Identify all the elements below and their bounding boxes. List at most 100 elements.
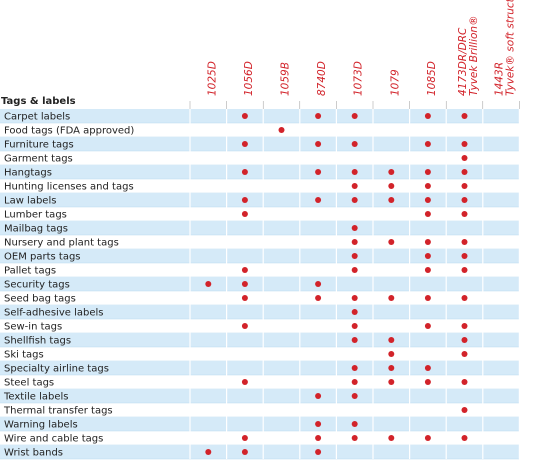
row-label: Ski tags <box>4 350 44 361</box>
dot <box>461 435 468 441</box>
row-label: Steel tags <box>4 378 54 389</box>
dot <box>241 141 248 147</box>
dot <box>315 113 322 119</box>
row-label: Shellfish tags <box>4 336 71 347</box>
dot <box>388 295 395 301</box>
dot <box>388 169 395 175</box>
dot <box>461 155 468 161</box>
dot <box>351 323 358 329</box>
dot <box>424 253 431 259</box>
dot <box>241 435 248 441</box>
row-band <box>0 249 519 263</box>
column-header: Tyvek® soft structure <box>505 0 517 96</box>
dot <box>388 183 395 189</box>
dot <box>315 197 322 203</box>
dot <box>461 379 468 385</box>
dot <box>351 239 358 245</box>
dot <box>315 169 322 175</box>
row-label: Specialty airline tags <box>4 364 109 375</box>
dot <box>424 295 431 301</box>
column-header: 1079 <box>389 69 401 96</box>
dot <box>461 197 468 203</box>
row-label: Textile labels <box>3 392 69 403</box>
dot <box>241 281 248 287</box>
dot <box>351 253 358 259</box>
dot <box>241 197 248 203</box>
row-label: Self-adhesive labels <box>4 308 103 319</box>
row-label: Wire and cable tags <box>4 434 103 445</box>
row-label: Law labels <box>4 196 56 207</box>
column-header: 1443R <box>494 62 506 96</box>
dot <box>351 379 358 385</box>
dot <box>388 379 395 385</box>
row-label: Hunting licenses and tags <box>4 182 134 193</box>
dot <box>315 393 322 399</box>
row-label: Carpet labels <box>4 112 70 123</box>
row-band <box>0 137 519 151</box>
dot <box>461 239 468 245</box>
row-band <box>0 165 519 179</box>
dot <box>351 183 358 189</box>
dot <box>461 141 468 147</box>
dot <box>424 211 431 217</box>
dot <box>351 267 358 273</box>
row-band <box>0 221 519 235</box>
row-band <box>0 109 519 123</box>
dot <box>351 295 358 301</box>
row-label: Warning labels <box>4 420 78 431</box>
row-band <box>0 389 519 403</box>
row-label: Pallet tags <box>4 266 56 277</box>
dot <box>388 197 395 203</box>
dot <box>461 253 468 259</box>
dot <box>461 183 468 189</box>
dot <box>241 379 248 385</box>
dot <box>351 365 358 371</box>
row-label: Hangtags <box>4 168 52 179</box>
row-label: Thermal transfer tags <box>3 406 113 417</box>
row-label: OEM parts tags <box>4 252 81 263</box>
row-label: Furniture tags <box>4 140 74 151</box>
dot <box>351 393 358 399</box>
column-header: 1056D <box>243 61 255 96</box>
dot <box>461 295 468 301</box>
dot <box>461 351 468 357</box>
dot <box>461 337 468 343</box>
dot <box>351 337 358 343</box>
dot <box>424 267 431 273</box>
dot <box>351 141 358 147</box>
row-label: Mailbag tags <box>4 224 68 235</box>
dot <box>315 141 322 147</box>
dot <box>205 281 212 287</box>
dot <box>461 113 468 119</box>
dot <box>315 295 322 301</box>
column-header: Tyvek Brillion® <box>468 15 480 96</box>
column-header: 1025D <box>206 61 218 96</box>
dot <box>241 113 248 119</box>
row-label: Food tags (FDA approved) <box>4 126 134 137</box>
dot <box>461 407 468 413</box>
dot <box>351 169 358 175</box>
dot <box>424 435 431 441</box>
row-band <box>0 305 519 319</box>
dot <box>388 239 395 245</box>
row-label: Security tags <box>4 280 70 291</box>
dot <box>461 323 468 329</box>
dot <box>241 449 248 455</box>
dot <box>241 211 248 217</box>
row-label: Wrist bands <box>4 448 63 459</box>
dot <box>424 113 431 119</box>
dot <box>461 211 468 217</box>
column-header: 8740D <box>316 61 328 96</box>
dot <box>315 421 322 427</box>
dot <box>351 435 358 441</box>
row-label: Sew-in tags <box>4 322 62 333</box>
dot <box>424 183 431 189</box>
dot <box>424 197 431 203</box>
row-band <box>0 193 519 207</box>
dot <box>461 169 468 175</box>
dot <box>351 225 358 231</box>
dot <box>241 267 248 273</box>
dot <box>351 309 358 315</box>
dot <box>388 435 395 441</box>
dot <box>351 197 358 203</box>
